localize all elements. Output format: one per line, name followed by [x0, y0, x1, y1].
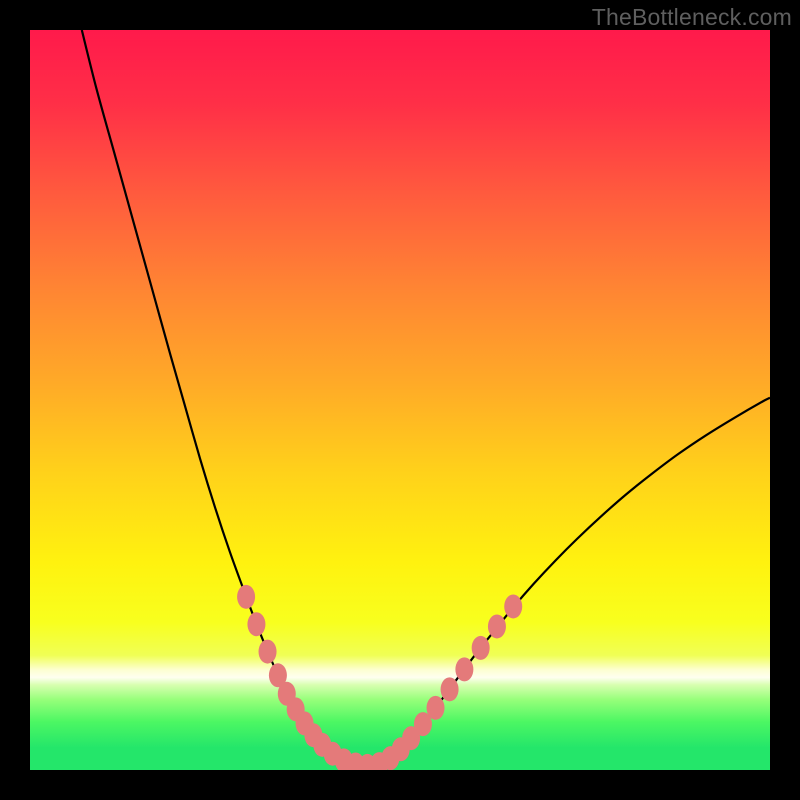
- plot-background: [30, 30, 770, 770]
- marker-dot: [259, 640, 277, 664]
- marker-dot: [441, 677, 459, 701]
- marker-dot: [247, 612, 265, 636]
- marker-dot: [455, 657, 473, 681]
- chart-svg: [0, 0, 800, 800]
- marker-dot: [427, 696, 445, 720]
- marker-dot: [504, 594, 522, 618]
- marker-dot: [472, 636, 490, 660]
- watermark-text: TheBottleneck.com: [592, 4, 792, 31]
- marker-dot: [488, 614, 506, 638]
- marker-dot: [237, 585, 255, 609]
